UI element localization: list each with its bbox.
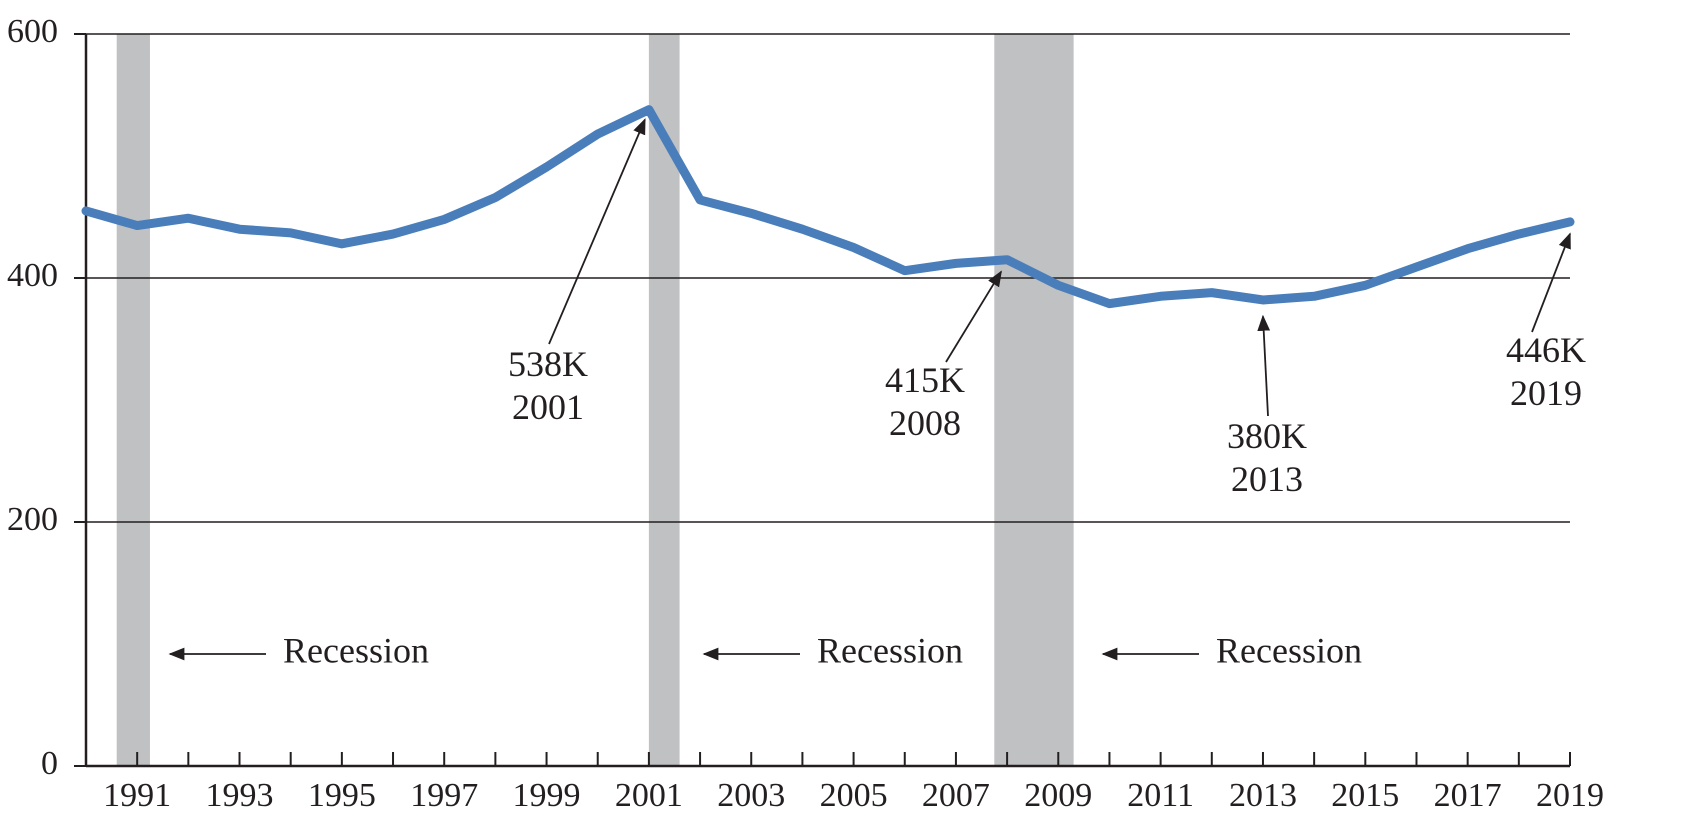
y-tick-label: 0 [41, 745, 58, 782]
annotation-value-2013: 380K [1227, 416, 1307, 456]
annotation-arrow-2008 [945, 270, 1002, 363]
x-tick-label: 2019 [1536, 777, 1604, 814]
annotation-year-2019: 2019 [1510, 373, 1582, 413]
x-tick-label: 2007 [922, 777, 990, 814]
annotation-year-2008: 2008 [889, 403, 961, 443]
recession-band-3 [994, 34, 1074, 766]
x-tick-label: 1999 [513, 777, 581, 814]
annotation-arrow-2019 [1531, 232, 1571, 333]
x-tick-label: 1993 [206, 777, 274, 814]
x-tick-label: 2003 [717, 777, 785, 814]
gridlines [86, 33, 1570, 523]
recession-band-1 [116, 34, 150, 766]
x-tick-label: 1995 [308, 777, 376, 814]
series [81, 105, 1575, 309]
series-line [81, 105, 1575, 309]
x-tick-label: 2009 [1024, 777, 1092, 814]
annotation-value-2019: 446K [1506, 330, 1586, 370]
annotation-value-2001: 538K [508, 344, 588, 384]
y-tick-label: 600 [7, 13, 58, 50]
recession-label-2: Recession [817, 630, 963, 670]
annotation-year-2013: 2013 [1231, 459, 1303, 499]
y-tick-label: 200 [7, 501, 58, 538]
annotation-year-2001: 2001 [512, 387, 584, 427]
axes: 0 200 400 600 1991 1993 1995 1997 1999 2001 2003 20… [7, 13, 1604, 814]
x-tick-label: 2017 [1434, 777, 1502, 814]
x-tick-label: 1997 [410, 777, 478, 814]
recession-label-1: Recession [283, 630, 429, 670]
x-tick-label: 2001 [615, 777, 683, 814]
x-tick-label: 2013 [1229, 777, 1297, 814]
annotation-arrow-2013 [1257, 314, 1271, 417]
x-tick-label: 1991 [103, 777, 171, 814]
recession-labels: Recession Recession Recession [168, 630, 1362, 670]
recession-label-3: Recession [1216, 630, 1362, 670]
x-tick-label: 2005 [820, 777, 888, 814]
x-tick-label: 2011 [1127, 777, 1194, 814]
annotation-arrow-2001 [548, 118, 646, 345]
annotation-value-2008: 415K [885, 360, 965, 400]
x-tick-label: 2015 [1331, 777, 1399, 814]
y-tick-label: 400 [7, 257, 58, 294]
